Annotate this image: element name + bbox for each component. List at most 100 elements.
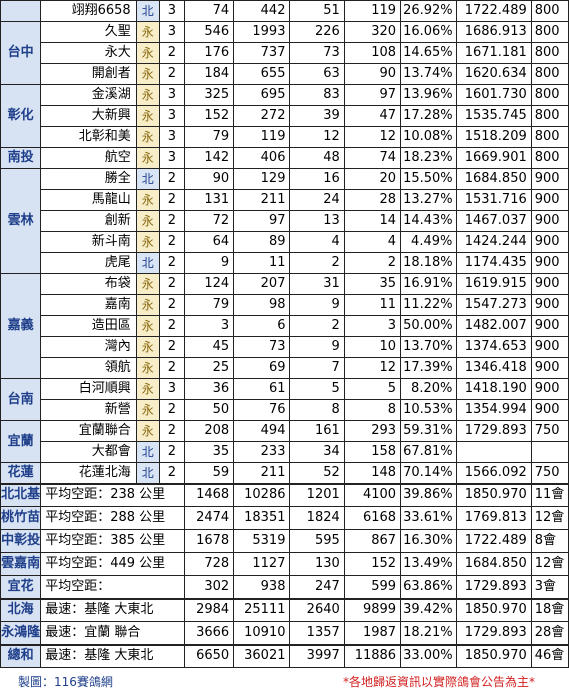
- cell-value: 48: [289, 147, 345, 169]
- distance: 900: [530, 336, 569, 358]
- cell-value: 5: [289, 378, 345, 400]
- summary-row: 北海 最速：基隆 大東北 2984 25111 2640 9899 39.42% 1850.9…: [0, 597, 569, 622]
- cell-level: 3: [158, 147, 185, 169]
- cell-value: 69: [233, 357, 291, 379]
- cell-value: 35: [343, 273, 402, 295]
- cell-level: 2: [158, 189, 185, 211]
- cell-level: 2: [158, 336, 185, 358]
- cell-value: 14: [343, 210, 402, 232]
- table-row: 大都會北 2 35 233 34 158 67.81%: [1, 441, 569, 463]
- return-rate: 13.27%: [400, 189, 458, 211]
- top-speed: 1619.915: [456, 273, 532, 295]
- cell-value: 8: [289, 399, 345, 421]
- table-row: 造田區永 2 3 6 2 3 50.00% 1482.007 900: [1, 315, 569, 337]
- distance: 900: [530, 189, 569, 211]
- top-speed: 1620.634: [456, 63, 532, 85]
- cell-level: 2: [158, 63, 185, 85]
- summary-value: 3997: [289, 643, 345, 668]
- cell-value: 28: [343, 189, 402, 211]
- cell-value: 695: [233, 84, 291, 106]
- summary-value: 595: [289, 529, 345, 553]
- club-type-badge: 永: [135, 399, 160, 421]
- summary-row: 雲嘉南 平均空距：449 公里 728 1127 130 152 13.49% 1684.85…: [0, 552, 569, 576]
- cell-value: 320: [343, 21, 402, 43]
- return-rate: 70.14%: [400, 462, 458, 484]
- club-name: 花蓮北海: [40, 462, 137, 484]
- table-row: 北彰和美永 3 79 119 12 12 10.08% 1518.209 800: [1, 126, 569, 148]
- summary-row: 北北基 平均空距：238 公里 1468 10286 1201 4100 39.86% 185…: [0, 482, 569, 507]
- summary-count: 12會: [530, 506, 569, 530]
- cell-value: 7: [289, 357, 345, 379]
- summary-value: 10910: [233, 621, 291, 645]
- cell-value: 11: [233, 252, 291, 274]
- return-rate: 67.81%: [400, 441, 458, 463]
- table-row: 嘉義 布袋永 2 124 207 31 35 16.91% 1619.915 900: [0, 273, 569, 379]
- club-name: 久聖: [40, 21, 137, 43]
- summary-value: 18351: [233, 506, 291, 530]
- table-row: 台中 久聖永 3 546 1993 226 320 16.06% 1686.913 800: [0, 21, 569, 85]
- cell-value: 9: [183, 252, 235, 274]
- summary-speed: 1684.850: [456, 552, 532, 576]
- summary-value: 302: [183, 575, 235, 599]
- summary-value: 1127: [233, 552, 291, 576]
- cell-value: 61: [233, 378, 291, 400]
- summary-value: 9899: [343, 597, 402, 622]
- return-rate: 18.18%: [400, 252, 458, 274]
- distance: 900: [530, 378, 569, 400]
- cell-value: 325: [183, 84, 235, 106]
- summary-label: 北海: [0, 597, 42, 622]
- club-type-badge: 永: [135, 378, 160, 400]
- club-name: 大新興: [40, 105, 137, 127]
- top-speed: 1424.244: [456, 231, 532, 253]
- return-rate: 16.06%: [400, 21, 458, 43]
- region-label: 彰化: [0, 84, 42, 148]
- summary-count: 46會: [530, 643, 569, 668]
- summary-description: 平均空距：238 公里: [40, 482, 185, 507]
- table-row: 花蓮 花蓮北海北 2 59 211 52 148 70.14% 1566.092 750: [0, 462, 569, 484]
- summary-count: 3會: [530, 575, 569, 599]
- region-label: 台南: [0, 378, 42, 421]
- summary-row: 中彰投 平均空距：385 公里 1678 5319 595 867 16.30% 1722.4…: [0, 529, 569, 553]
- cell-value: 406: [233, 147, 291, 169]
- cell-value: 124: [183, 273, 235, 295]
- cell-value: 1993: [233, 21, 291, 43]
- cell-value: 98: [233, 294, 291, 316]
- club-type-badge: 永: [135, 189, 160, 211]
- table-row: 新斗南永 2 64 89 4 4 4.49% 1424.244 900: [1, 231, 569, 253]
- region-label: 雲林: [0, 168, 42, 274]
- region-label: [0, 0, 42, 22]
- top-speed: 1354.994: [456, 399, 532, 421]
- summary-value: 10286: [233, 482, 291, 507]
- cell-value: 12: [289, 126, 345, 148]
- return-rate: 16.91%: [400, 273, 458, 295]
- cell-level: 2: [158, 462, 185, 484]
- cell-value: 12: [343, 357, 402, 379]
- club-type-badge: 永: [135, 294, 160, 316]
- distance: [530, 441, 569, 463]
- return-rate: 10.53%: [400, 399, 458, 421]
- cell-level: 2: [158, 294, 185, 316]
- top-speed: 1346.418: [456, 357, 532, 379]
- summary-value: 1824: [289, 506, 345, 530]
- summary-label: 雲嘉南: [0, 552, 42, 576]
- cell-value: 73: [289, 42, 345, 64]
- cell-value: 59: [183, 462, 235, 484]
- summary-value: 1678: [183, 529, 235, 553]
- cell-value: 11: [343, 294, 402, 316]
- cell-value: 97: [233, 210, 291, 232]
- summary-rate: 39.86%: [400, 482, 458, 507]
- cell-value: 131: [183, 189, 235, 211]
- summary-speed: 1850.970: [456, 482, 532, 507]
- cell-value: 16: [289, 168, 345, 190]
- table-row: 雲林 勝全北 2 90 129 16 20 15.50% 1684.850 900: [0, 168, 569, 274]
- cell-value: 4: [289, 231, 345, 253]
- cell-level: 3: [158, 378, 185, 400]
- summary-value: 1468: [183, 482, 235, 507]
- top-speed: 1671.181: [456, 42, 532, 64]
- club-name: 虎尾: [40, 252, 137, 274]
- club-type-badge: 永: [135, 420, 160, 442]
- footer: 製圖：116賽鴿網 *各地歸返資訊以實際鴿會公告為主*: [0, 670, 569, 692]
- cell-level: 2: [158, 315, 185, 337]
- table-row: 領航永 2 25 69 7 12 17.39% 1346.418 900: [1, 357, 569, 379]
- return-rate: 17.39%: [400, 357, 458, 379]
